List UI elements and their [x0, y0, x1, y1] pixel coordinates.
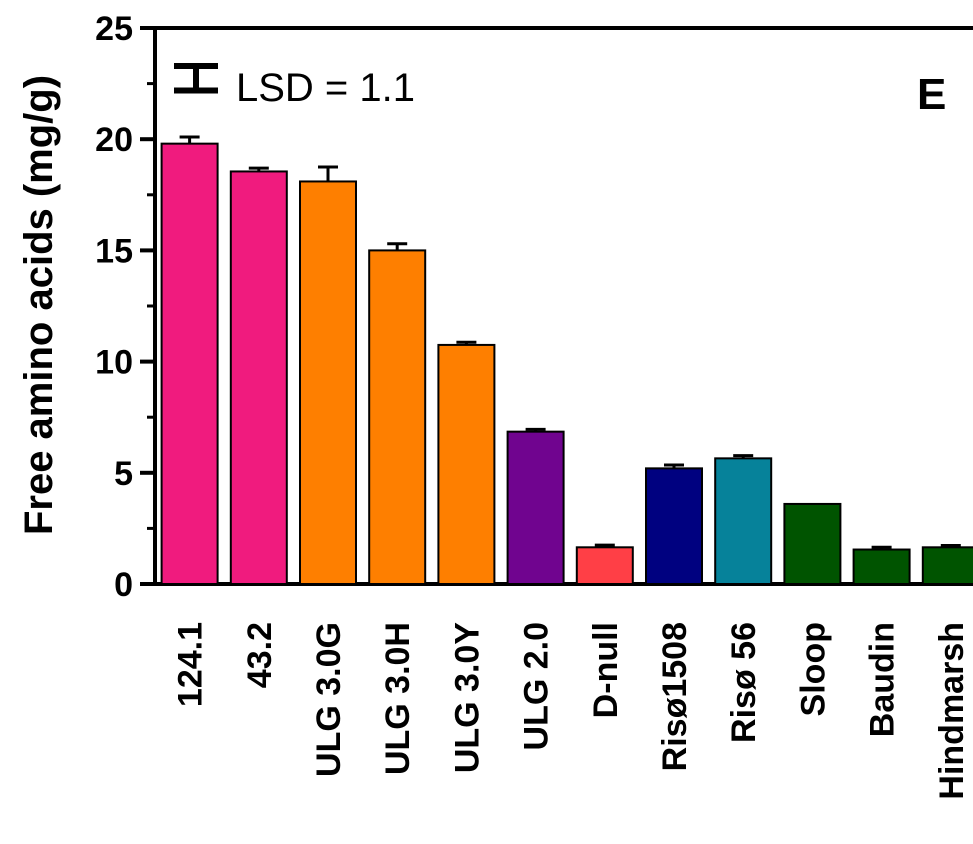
bar: [299, 180, 357, 585]
x-category-label: 43.2: [241, 622, 279, 688]
bar: [852, 548, 911, 586]
bar: [229, 170, 288, 585]
bar: [714, 457, 773, 585]
bar: [506, 430, 565, 585]
bar: [575, 546, 634, 586]
x-category-label: Baudin: [864, 622, 902, 737]
panel-letter: E: [917, 70, 946, 119]
y-tick-label: 0: [114, 566, 133, 604]
y-axis-title: Free amino acids (mg/g): [17, 75, 61, 535]
x-category-label: ULG 2.0: [518, 622, 556, 750]
bar: [368, 249, 427, 585]
y-tick-label: 15: [95, 232, 133, 270]
plot-area: 0 5 10 15 20 25 124.1 43.2 ULG 3.0G ULG 3.0H ULG 3…: [95, 10, 973, 800]
bar: [437, 343, 496, 586]
y-tick-label: 10: [95, 344, 133, 382]
x-category-label: ULG 3.0Y: [448, 622, 486, 773]
y-tick-label: 5: [114, 455, 133, 493]
y-tick-label: 20: [95, 121, 133, 159]
bar: [160, 142, 219, 585]
lsd-annotation: LSD = 1.1: [236, 66, 415, 110]
bar: [783, 502, 842, 586]
x-category-label: Hindmarsh: [933, 622, 971, 800]
bar: [645, 467, 703, 585]
bar: [921, 546, 973, 586]
x-category-label: Risø 56: [725, 622, 763, 743]
x-category-label: ULG 3.0G: [310, 622, 348, 777]
x-category-label: D-null: [587, 622, 625, 718]
y-tick-label: 25: [95, 10, 133, 48]
x-category-label: ULG 3.0H: [379, 622, 417, 775]
x-category-label: Sloop: [794, 622, 832, 716]
x-category-label: 124.1: [172, 622, 210, 707]
x-category-label: Risø1508: [656, 622, 694, 771]
